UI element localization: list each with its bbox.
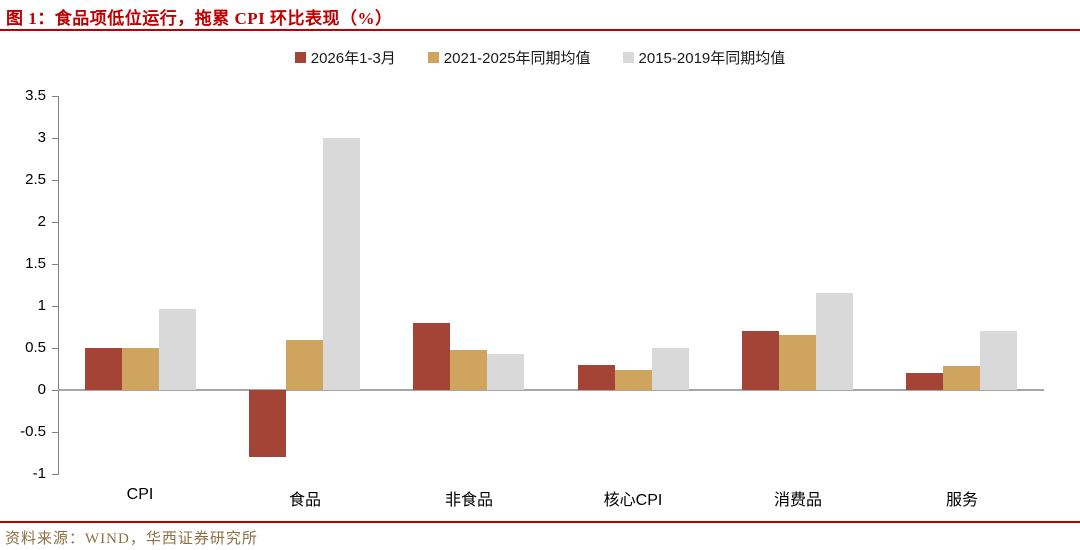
y-axis-tick bbox=[52, 137, 58, 139]
legend-item-0: 2026年1-3月 bbox=[294, 47, 396, 68]
y-axis-tick-label: 3 bbox=[37, 129, 46, 146]
bar-食品-series1 bbox=[286, 340, 323, 390]
bar-消费品-series2 bbox=[816, 293, 853, 390]
bar-非食品-series0 bbox=[413, 323, 450, 390]
legend-label: 2026年1-3月 bbox=[310, 50, 396, 67]
x-axis-category-label: CPI bbox=[126, 486, 154, 503]
y-axis-tick bbox=[52, 305, 58, 307]
bar-核心CPI-series2 bbox=[652, 348, 689, 390]
bar-食品-series0 bbox=[249, 390, 286, 457]
legend-label: 2015-2019年同期均值 bbox=[638, 50, 786, 67]
y-axis-line bbox=[58, 96, 59, 475]
y-axis-tick-label: 1.5 bbox=[25, 255, 46, 272]
legend-swatch-icon bbox=[294, 52, 306, 63]
y-axis-tick-label: 2 bbox=[37, 213, 46, 230]
bar-非食品-series2 bbox=[487, 354, 524, 390]
x-axis-category-label: 消费品 bbox=[773, 492, 822, 509]
y-axis-tick-label: 3.5 bbox=[25, 87, 46, 104]
bar-消费品-series0 bbox=[742, 331, 779, 390]
legend-item-2: 2015-2019年同期均值 bbox=[622, 47, 786, 68]
y-axis-tick bbox=[52, 473, 58, 475]
x-axis-category-label: 服务 bbox=[945, 492, 978, 509]
zero-baseline bbox=[58, 389, 1044, 391]
y-axis-tick bbox=[52, 347, 58, 349]
y-axis-tick-label: -1 bbox=[32, 465, 46, 482]
y-axis-tick bbox=[52, 431, 58, 433]
source-divider-line bbox=[0, 521, 1080, 523]
x-axis-category-label: 核心CPI bbox=[603, 492, 663, 509]
y-axis-tick bbox=[52, 263, 58, 265]
legend-swatch-icon bbox=[427, 52, 439, 63]
x-axis-category-label: 食品 bbox=[288, 492, 321, 509]
y-axis-tick-label: 1 bbox=[37, 297, 46, 314]
source-note: 资料来源：WIND，华西证券研究所 bbox=[5, 531, 258, 547]
bar-食品-series2 bbox=[323, 138, 360, 390]
bar-非食品-series1 bbox=[450, 350, 487, 390]
legend-item-1: 2021-2025年同期均值 bbox=[427, 47, 591, 68]
bar-核心CPI-series1 bbox=[615, 370, 652, 390]
bar-CPI-series0 bbox=[85, 348, 122, 390]
y-axis-tick bbox=[52, 389, 58, 391]
plot-area: 3.5 3 2.5 2 1.5 1 0.5 0 -0.5 -1 CPI 食品 非食品 核心CPI 消费品 服务 bbox=[20, 87, 1044, 509]
y-axis-tick-label: -0.5 bbox=[20, 423, 46, 440]
x-axis-category-label: 非食品 bbox=[444, 492, 493, 509]
bar-服务-series2 bbox=[980, 331, 1017, 390]
bar-核心CPI-series0 bbox=[578, 365, 615, 390]
y-axis-tick bbox=[52, 95, 58, 97]
y-axis-tick-label: 0 bbox=[37, 381, 46, 398]
bar-服务-series1 bbox=[943, 366, 980, 390]
y-axis-tick-label: 0.5 bbox=[25, 339, 46, 356]
bar-服务-series0 bbox=[906, 373, 943, 390]
y-axis-tick-label: 2.5 bbox=[25, 171, 46, 188]
y-axis-tick bbox=[52, 179, 58, 181]
legend-label: 2021-2025年同期均值 bbox=[443, 50, 591, 67]
title-divider-line bbox=[0, 29, 1080, 31]
y-axis-tick bbox=[52, 221, 58, 223]
figure-title: 图 1：食品项低位运行，拖累 CPI 环比表现（%） bbox=[6, 9, 393, 28]
bar-CPI-series1 bbox=[122, 348, 159, 390]
legend-swatch-icon bbox=[622, 52, 634, 63]
bar-消费品-series1 bbox=[779, 335, 816, 390]
bar-CPI-series2 bbox=[159, 309, 196, 390]
chart-legend: 2026年1-3月 2021-2025年同期均值 2015-2019年同期均值 bbox=[0, 47, 1080, 68]
